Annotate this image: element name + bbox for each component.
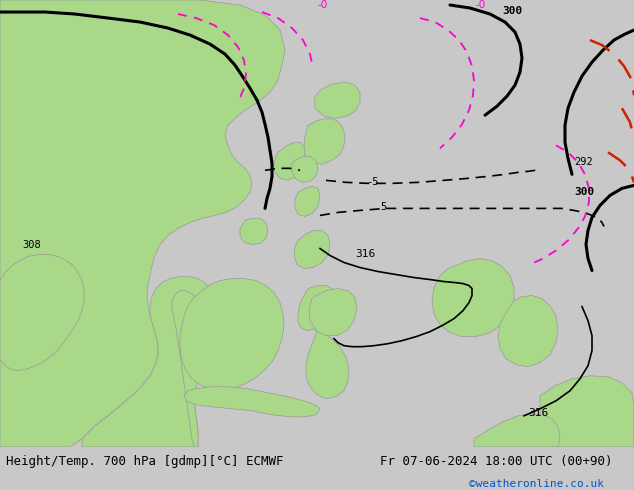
Text: 300: 300	[574, 187, 594, 197]
Polygon shape	[274, 142, 305, 180]
Polygon shape	[309, 289, 357, 336]
Polygon shape	[474, 414, 560, 447]
Polygon shape	[294, 230, 330, 269]
Polygon shape	[82, 276, 212, 447]
Polygon shape	[0, 0, 285, 447]
Text: 308: 308	[22, 241, 41, 250]
Polygon shape	[540, 376, 634, 447]
Polygon shape	[304, 118, 345, 164]
Polygon shape	[498, 295, 558, 367]
Text: 300: 300	[502, 6, 522, 16]
Text: 316: 316	[528, 408, 548, 418]
Polygon shape	[306, 329, 349, 399]
Polygon shape	[0, 254, 84, 371]
Polygon shape	[184, 387, 320, 417]
Text: ©weatheronline.co.uk: ©weatheronline.co.uk	[469, 479, 604, 489]
Text: 316: 316	[355, 248, 375, 259]
Polygon shape	[295, 186, 320, 217]
Polygon shape	[180, 278, 284, 391]
Text: -0: -0	[318, 0, 328, 10]
Text: Fr 07-06-2024 18:00 UTC (00+90): Fr 07-06-2024 18:00 UTC (00+90)	[380, 456, 613, 468]
Polygon shape	[292, 156, 318, 182]
Text: Height/Temp. 700 hPa [gdmp][°C] ECMWF: Height/Temp. 700 hPa [gdmp][°C] ECMWF	[6, 456, 284, 468]
Text: -0: -0	[475, 0, 485, 10]
Text: 292: 292	[574, 157, 593, 167]
Text: -5: -5	[366, 177, 378, 187]
Polygon shape	[432, 259, 514, 337]
Polygon shape	[298, 286, 336, 331]
Polygon shape	[240, 219, 268, 245]
Polygon shape	[172, 291, 205, 447]
Polygon shape	[314, 82, 360, 118]
Text: 5: 5	[380, 202, 386, 212]
